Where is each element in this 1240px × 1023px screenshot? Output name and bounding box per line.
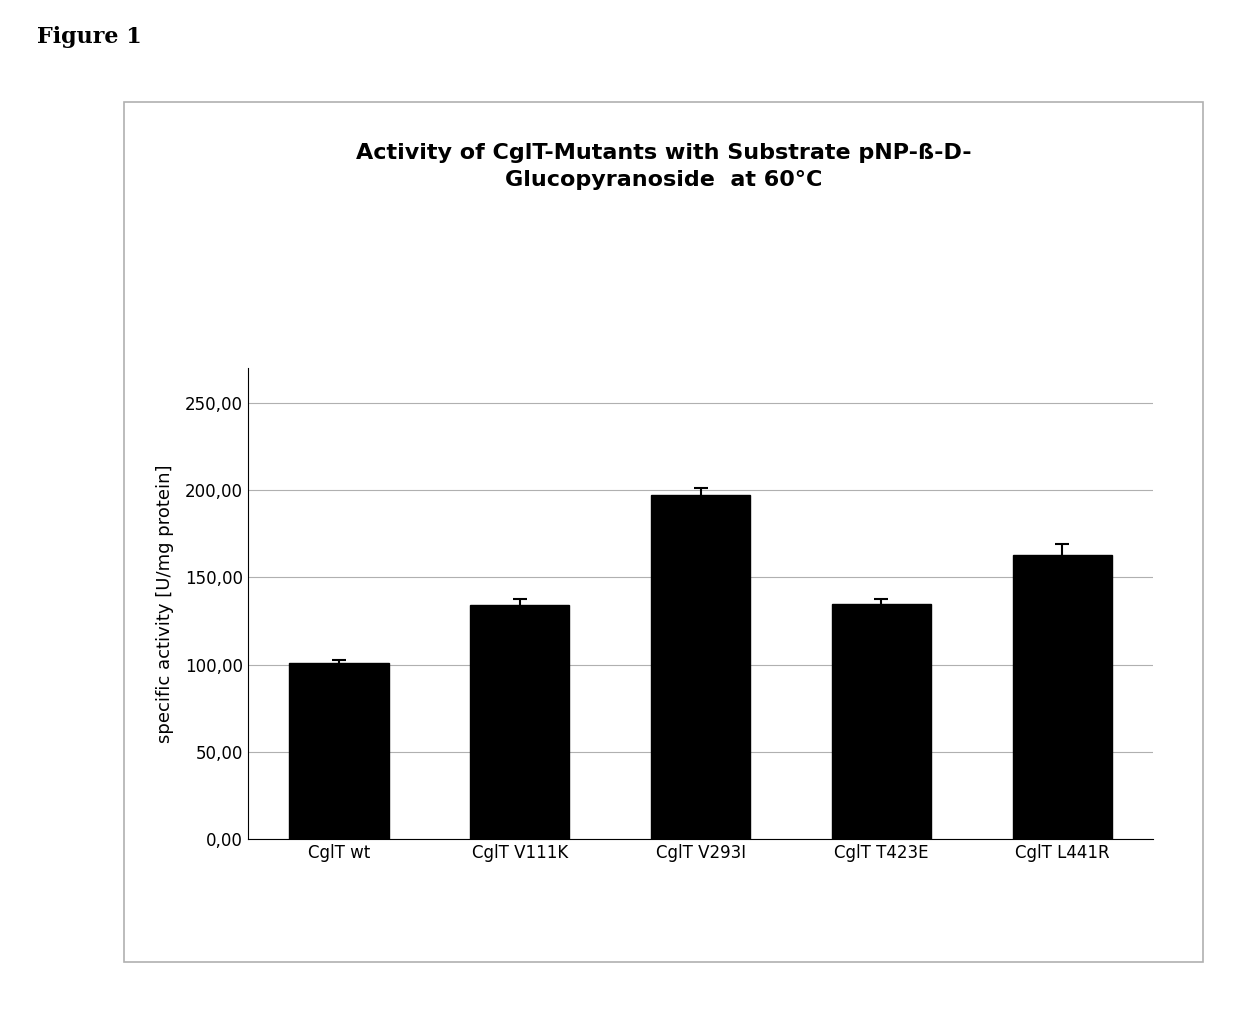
Bar: [289, 663, 388, 839]
Bar: [1013, 554, 1112, 839]
Bar: [470, 606, 569, 839]
Text: Figure 1: Figure 1: [37, 26, 141, 48]
Y-axis label: specific activity [U/mg protein]: specific activity [U/mg protein]: [156, 464, 174, 743]
Bar: [832, 605, 931, 839]
Bar: [651, 495, 750, 839]
Text: Activity of CglT-Mutants with Substrate pNP-ß-D-
Glucopyranoside  at 60°C: Activity of CglT-Mutants with Substrate …: [356, 143, 971, 189]
